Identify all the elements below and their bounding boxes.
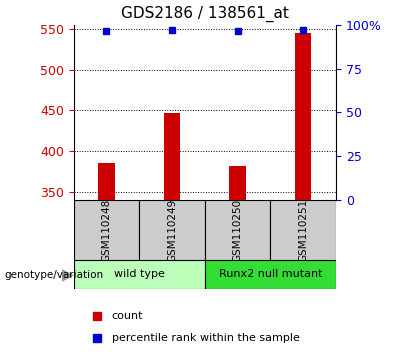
Bar bbox=[164, 113, 180, 200]
FancyBboxPatch shape bbox=[139, 200, 205, 260]
Polygon shape bbox=[62, 270, 73, 281]
Text: genotype/variation: genotype/variation bbox=[4, 270, 103, 280]
FancyBboxPatch shape bbox=[205, 260, 336, 289]
Text: wild type: wild type bbox=[114, 269, 165, 279]
FancyBboxPatch shape bbox=[74, 260, 205, 289]
Text: count: count bbox=[112, 311, 143, 321]
Bar bbox=[295, 33, 311, 200]
FancyBboxPatch shape bbox=[270, 200, 336, 260]
Bar bbox=[98, 163, 115, 200]
Text: percentile rank within the sample: percentile rank within the sample bbox=[112, 332, 299, 343]
Text: GSM110248: GSM110248 bbox=[101, 199, 111, 262]
FancyBboxPatch shape bbox=[74, 200, 139, 260]
Bar bbox=[229, 166, 246, 200]
Text: GSM110251: GSM110251 bbox=[298, 199, 308, 262]
Title: GDS2186 / 138561_at: GDS2186 / 138561_at bbox=[121, 6, 289, 22]
FancyBboxPatch shape bbox=[205, 200, 270, 260]
Text: GSM110250: GSM110250 bbox=[233, 199, 243, 262]
Text: GSM110249: GSM110249 bbox=[167, 199, 177, 262]
Text: Runx2 null mutant: Runx2 null mutant bbox=[219, 269, 322, 279]
